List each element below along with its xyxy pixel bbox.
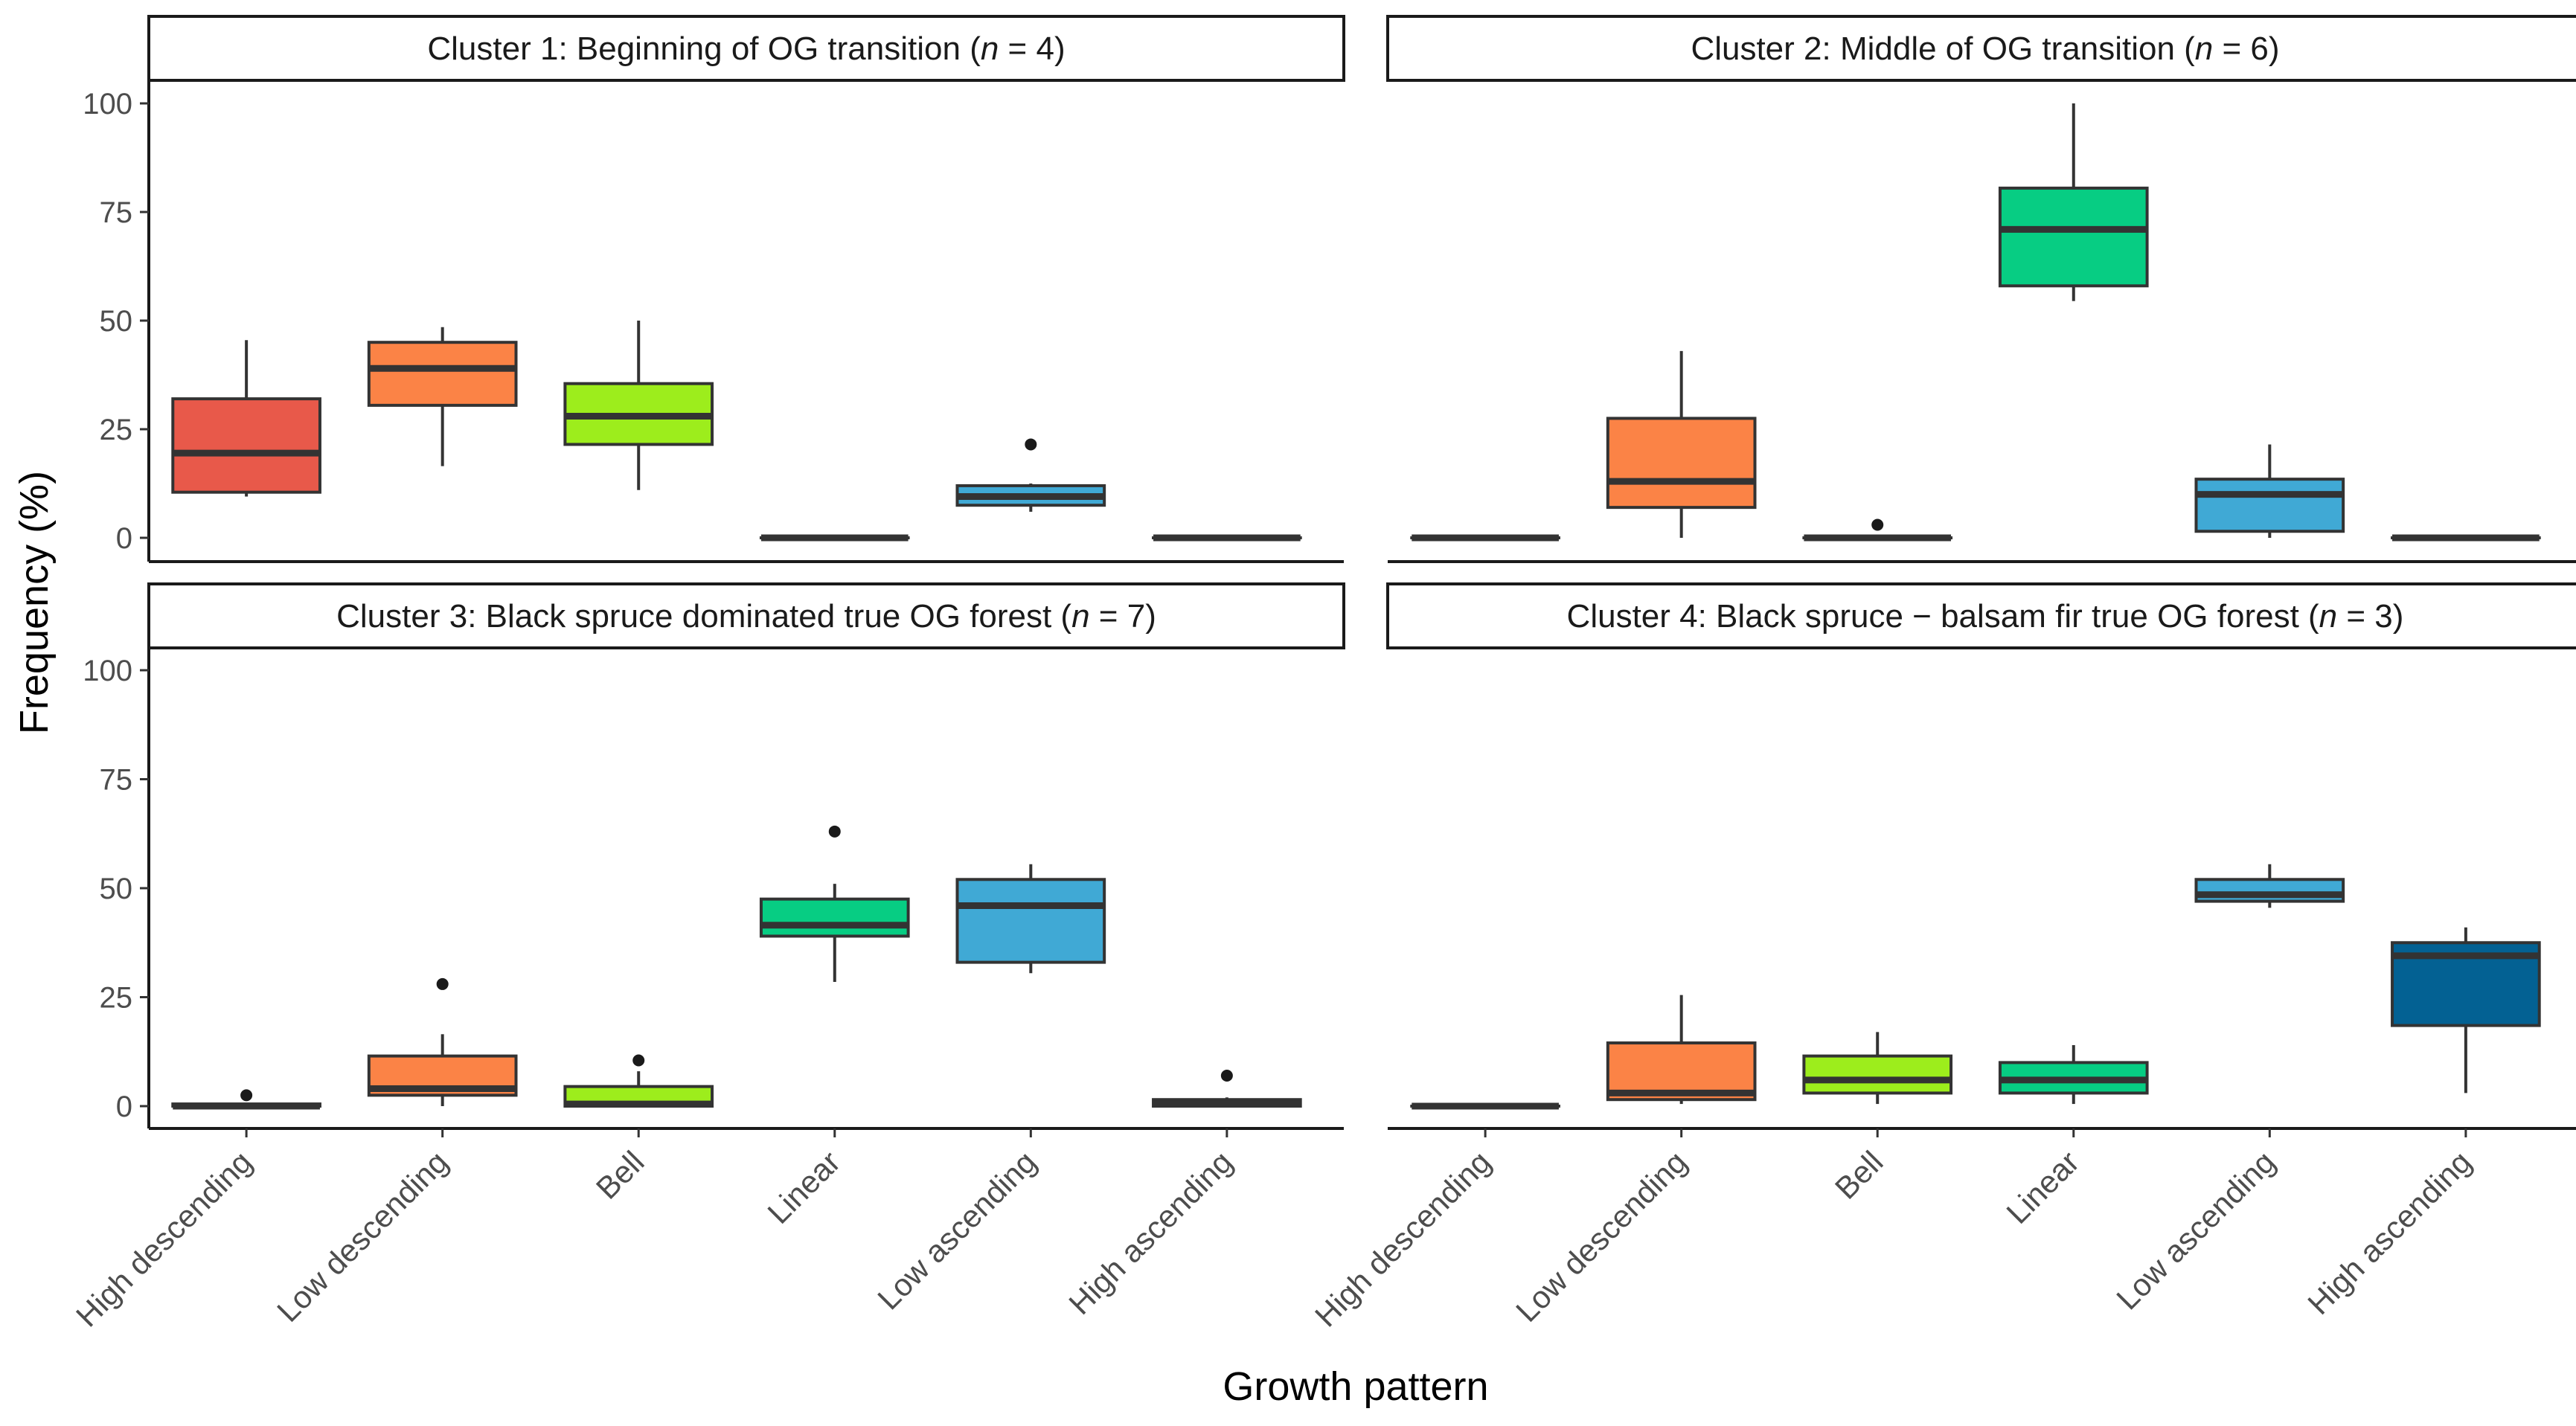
box-bell [1802, 518, 1953, 542]
x-tick-label: Linear [760, 1144, 847, 1230]
outlier-point [436, 977, 449, 990]
x-tick-label: Low descending [270, 1144, 455, 1329]
x-tick-label: Low ascending [2109, 1144, 2281, 1316]
strip-label-prefix: Cluster 4: Black spruce − balsam fir tru… [1567, 598, 2319, 635]
x-tick-label: Linear [1999, 1144, 2086, 1230]
y-axis-title: Frequency (%) [12, 471, 57, 734]
box-low-descending [1606, 995, 1757, 1105]
box-linear [1998, 103, 2149, 301]
box-iqr [1802, 1054, 1953, 1095]
strip-box [147, 582, 1345, 649]
y-tick-label: 75 [100, 764, 133, 797]
panel-cluster-2: Cluster 2: Middle of OG transition (n = … [1386, 15, 2576, 563]
y-tick-label: 50 [100, 305, 133, 338]
box-bell [563, 1054, 714, 1108]
box-low-descending [367, 977, 518, 1106]
strip-label-n: n [1071, 598, 1089, 635]
strip-box [1386, 582, 2576, 649]
strip-label-prefix: Cluster 3: Black spruce dominated true O… [336, 598, 1071, 635]
y-tick-label: 25 [100, 414, 133, 446]
outlier-point [1871, 518, 1884, 531]
strip-label: Cluster 4: Black spruce − balsam fir tru… [1567, 598, 2404, 635]
strip-label-suffix: = 7) [1090, 598, 1156, 635]
outlier-point [240, 1089, 253, 1102]
box-linear [759, 825, 910, 982]
box-low-ascending [2194, 444, 2345, 538]
strip-label-suffix: = 6) [2213, 30, 2279, 67]
box-high-ascending [2391, 927, 2541, 1093]
panel-cluster-4: Cluster 4: Black spruce − balsam fir tru… [1308, 582, 2576, 1334]
box-low-ascending [955, 864, 1106, 974]
box-low-ascending [955, 438, 1106, 512]
y-tick-label: 75 [100, 196, 133, 229]
strip-box [147, 15, 1345, 82]
outlier-point [1025, 438, 1037, 451]
box-linear [1998, 1044, 2149, 1105]
strip-label-prefix: Cluster 2: Middle of OG transition ( [1691, 30, 2195, 67]
box-iqr [171, 397, 321, 494]
box-bell [1802, 1032, 1953, 1105]
box-high-ascending [1152, 1069, 1302, 1108]
x-axis-title: Growth pattern [1223, 1364, 1488, 1409]
strip-label-suffix: = 3) [2337, 598, 2403, 635]
x-tick-label: High ascending [2301, 1144, 2478, 1321]
box-high-descending [171, 340, 321, 497]
outlier-point [1220, 1069, 1233, 1082]
box-bell [563, 321, 714, 490]
strip-label-n: n [981, 30, 999, 67]
strip-label-n: n [2195, 30, 2213, 67]
outlier-point [828, 825, 841, 838]
box-iqr [2194, 478, 2345, 533]
x-tick-label: Low ascending [871, 1144, 1042, 1316]
x-tick-label: High descending [69, 1144, 258, 1333]
box-iqr [1606, 417, 1757, 510]
box-iqr [367, 341, 518, 407]
y-tick-label: 25 [100, 982, 133, 1015]
y-tick-label: 100 [83, 88, 132, 121]
box-low-descending [367, 327, 518, 466]
strip-label: Cluster 1: Beginning of OG transition (n… [427, 30, 1065, 67]
y-tick-label: 100 [83, 655, 132, 687]
strip-label: Cluster 2: Middle of OG transition (n = … [1691, 30, 2279, 67]
box-low-descending [1606, 350, 1757, 538]
outlier-point [632, 1054, 645, 1067]
x-tick-label: Low descending [1509, 1144, 1694, 1329]
x-tick-label: High ascending [1062, 1144, 1239, 1321]
x-tick-label: Bell [1828, 1144, 1890, 1206]
y-tick-label: 0 [116, 1091, 132, 1123]
strip-box [1386, 15, 2576, 82]
box-low-ascending [2194, 864, 2345, 908]
box-high-descending [171, 1089, 321, 1110]
box-iqr [1998, 186, 2149, 288]
x-tick-label: High descending [1308, 1144, 1497, 1333]
x-tick-label: Bell [589, 1144, 651, 1206]
y-tick-label: 50 [100, 873, 133, 905]
strip-label-suffix: = 4) [999, 30, 1065, 67]
strip-label-n: n [2319, 598, 2337, 635]
box-iqr [759, 897, 910, 938]
panel-cluster-1: Cluster 1: Beginning of OG transition (n… [83, 15, 1345, 563]
strip-label: Cluster 3: Black spruce dominated true O… [336, 598, 1156, 635]
box-iqr [955, 878, 1106, 964]
strip-label-prefix: Cluster 1: Beginning of OG transition ( [427, 30, 981, 67]
y-tick-label: 0 [116, 522, 132, 555]
panel-cluster-3: Cluster 3: Black spruce dominated true O… [69, 582, 1345, 1334]
